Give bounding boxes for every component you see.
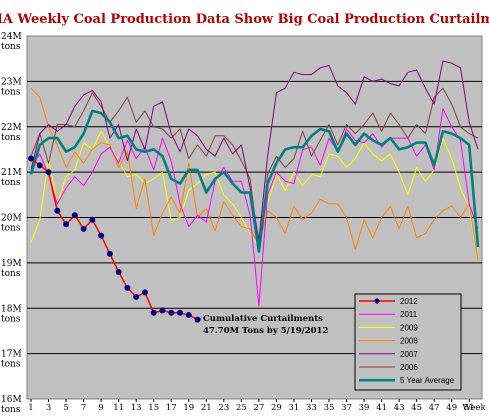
x-tick-label: 41 [376,403,387,413]
data-point-2012 [89,216,96,223]
y-tick-label: 17M [1,350,22,360]
x-tick-label: 17 [166,403,177,413]
x-tick-label: 3 [46,403,51,413]
x-tick-label: 19 [183,403,194,413]
annotation-line-1: Cumulative Curtailments [203,314,323,324]
series-line-2008 [30,87,479,261]
y-tick-unit: tons [1,178,21,188]
data-point-2012 [124,284,131,291]
data-point-2012 [71,212,78,219]
annotation: Cumulative Curtailments 47.70M Tons by 5… [200,314,328,336]
legend-label-2009: 2009 [400,323,418,332]
x-axis-label: Week [462,403,486,413]
data-point-2012 [159,307,166,314]
data-point-2012 [45,169,52,176]
legend-label-2011: 2011 [400,310,418,319]
x-tick-label: 49 [446,403,457,413]
x-tick-label: 23 [218,403,229,413]
chart-title: EIA Weekly Coal Production Data Show Big… [0,12,489,27]
legend-label-2007: 2007 [400,350,418,359]
x-tick-label: 13 [131,403,142,413]
x-tick-label: 43 [394,403,405,413]
data-point-2012 [36,162,43,169]
x-tick-label: 7 [81,403,86,413]
y-tick-label: 20M [1,214,22,224]
data-point-2012 [106,250,113,257]
x-tick-label: 39 [359,403,370,413]
y-tick-label: 22M [1,123,22,133]
x-tick-label: 31 [289,403,300,413]
x-tick-label: 33 [306,403,317,413]
data-point-2012 [185,312,192,319]
y-tick-label: 18M [1,304,22,314]
data-point-2012 [150,309,157,316]
x-tick-label: 27 [253,403,264,413]
x-tick-label: 5 [63,403,68,413]
data-point-2012 [98,232,105,239]
series-line-2009 [30,130,479,261]
legend-box [354,293,462,391]
legend-label-2006: 2006 [400,363,418,372]
y-tick-label: 23M [1,77,22,87]
y-tick-unit: tons [1,314,21,324]
y-tick-unit: tons [1,405,21,415]
data-point-2012 [194,316,201,323]
y-tick-unit: tons [1,87,21,97]
data-point-2012 [168,309,175,316]
x-tick-label: 35 [324,403,335,413]
y-axis: 24Mtons23Mtons22Mtons21Mtons20Mtons19Mto… [1,32,22,415]
y-tick-label: 19M [1,259,22,269]
legend-label-2008: 2008 [400,337,418,346]
data-point-2012 [133,293,140,300]
annotation-line-2: 47.70M Tons by 5/19/2012 [203,326,328,336]
x-tick-label: 37 [341,403,352,413]
data-point-2012 [177,309,183,316]
x-tick-label: 21 [201,403,212,413]
legend-marker-2012 [374,298,380,304]
data-point-2012 [141,289,148,296]
legend-label-5-year-average: 5 Year Average [400,376,455,385]
x-tick-label: 1 [28,403,33,413]
legend: 2012 2011 2009 2008 2007 2006 5 Year Average [354,293,462,391]
y-tick-label: 16M [1,395,22,405]
y-tick-unit: tons [1,224,21,234]
y-tick-unit: tons [1,360,21,370]
y-tick-unit: tons [1,42,21,52]
data-point-2012 [80,225,87,232]
data-point-2012 [54,207,61,214]
x-tick-label: 47 [429,403,440,413]
x-tick-label: 45 [411,403,422,413]
x-tick-label: 11 [113,403,124,413]
legend-label-2012: 2012 [400,297,418,306]
x-tick-label: 15 [148,403,159,413]
x-tick-label: 51 [464,403,475,413]
series-line-5-year-average [29,109,480,253]
y-tick-unit: tons [1,133,21,143]
y-tick-unit: tons [1,269,21,279]
data-point-2012 [63,221,70,228]
data-point-2012 [28,155,34,162]
x-axis: 1 3 5 7 9 11 13 15 17 19 21 23 25 27 29 31 33 35 37 39 41 43 4… [28,399,486,413]
x-tick-label: 29 [271,403,282,413]
x-tick-label: 25 [236,403,247,413]
x-tick-label: 9 [98,403,103,413]
y-tick-label: 21M [1,168,22,178]
series-line-2011 [30,108,479,307]
series-group [28,60,480,323]
y-tick-label: 24M [1,32,22,42]
data-point-2012 [115,268,122,275]
